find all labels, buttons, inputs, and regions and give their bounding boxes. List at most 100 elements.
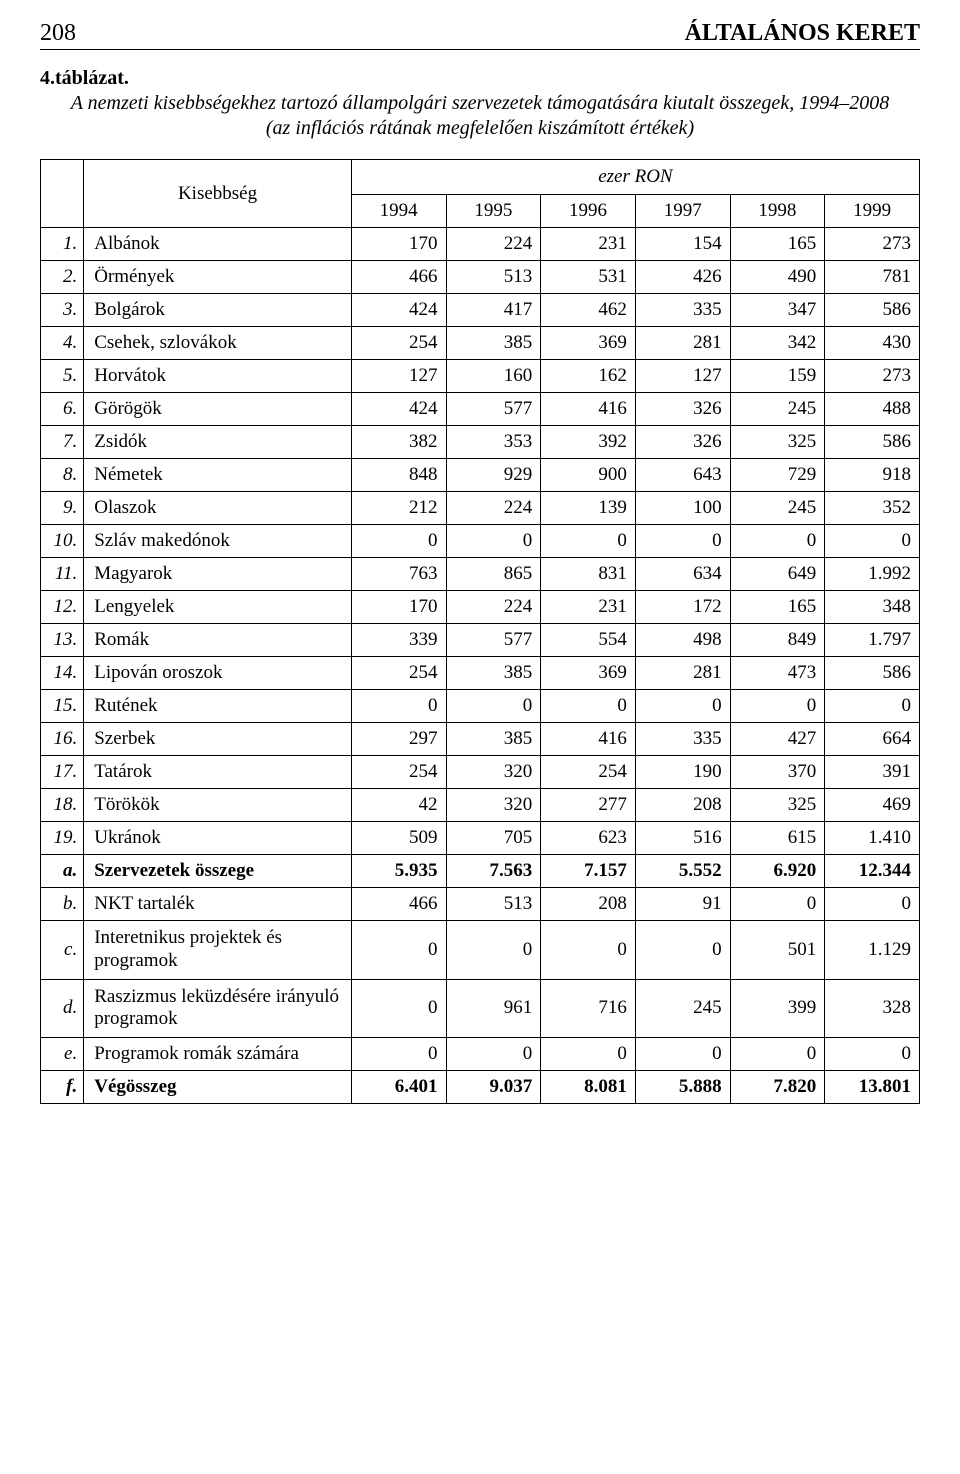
table-row: 19.Ukránok5097056235166151.410 xyxy=(41,822,920,855)
cell-value: 0 xyxy=(635,525,730,558)
row-index: 11. xyxy=(41,558,84,591)
cell-value: 7.157 xyxy=(541,855,636,888)
table-row: 9.Olaszok212224139100245352 xyxy=(41,492,920,525)
year-header-1998: 1998 xyxy=(730,195,825,228)
cell-value: 231 xyxy=(541,228,636,261)
cell-value: 513 xyxy=(446,261,541,294)
row-name: Törökök xyxy=(84,789,352,822)
cell-value: 0 xyxy=(635,690,730,723)
table-row: d.Raszizmus leküzdésére irányuló program… xyxy=(41,979,920,1038)
cell-value: 0 xyxy=(446,690,541,723)
row-index: 1. xyxy=(41,228,84,261)
cell-value: 416 xyxy=(541,723,636,756)
cell-value: 509 xyxy=(351,822,446,855)
cell-value: 424 xyxy=(351,294,446,327)
cell-value: 254 xyxy=(541,756,636,789)
row-index: e. xyxy=(41,1038,84,1071)
row-index: b. xyxy=(41,888,84,921)
cell-value: 0 xyxy=(351,525,446,558)
table-row: 13.Romák3395775544988491.797 xyxy=(41,624,920,657)
table-caption: A nemzeti kisebbségekhez tartozó állampo… xyxy=(70,91,890,141)
table-row: a.Szervezetek összege5.9357.5637.1575.55… xyxy=(41,855,920,888)
cell-value: 254 xyxy=(351,327,446,360)
cell-value: 245 xyxy=(635,979,730,1038)
cell-value: 577 xyxy=(446,393,541,426)
cell-value: 586 xyxy=(825,657,920,690)
table-row: 2.Örmények466513531426490781 xyxy=(41,261,920,294)
table-row: 10.Szláv makedónok000000 xyxy=(41,525,920,558)
cell-value: 0 xyxy=(635,1038,730,1071)
cell-value: 281 xyxy=(635,327,730,360)
row-index: 2. xyxy=(41,261,84,294)
cell-value: 0 xyxy=(446,525,541,558)
cell-value: 0 xyxy=(446,1038,541,1071)
cell-value: 127 xyxy=(635,360,730,393)
cell-value: 208 xyxy=(541,888,636,921)
cell-value: 320 xyxy=(446,789,541,822)
cell-value: 369 xyxy=(541,327,636,360)
table-label-row: 4.táblázat. xyxy=(40,66,920,91)
cell-value: 473 xyxy=(730,657,825,690)
cell-value: 224 xyxy=(446,228,541,261)
row-name: NKT tartalék xyxy=(84,888,352,921)
row-index: 9. xyxy=(41,492,84,525)
row-name: Szerbek xyxy=(84,723,352,756)
cell-value: 154 xyxy=(635,228,730,261)
cell-value: 8.081 xyxy=(541,1071,636,1104)
cell-value: 5.888 xyxy=(635,1071,730,1104)
row-name: Olaszok xyxy=(84,492,352,525)
row-name: Tatárok xyxy=(84,756,352,789)
cell-value: 0 xyxy=(351,921,446,980)
table-row: 14.Lipován oroszok254385369281473586 xyxy=(41,657,920,690)
row-index: 3. xyxy=(41,294,84,327)
row-name: Szervezetek összege xyxy=(84,855,352,888)
cell-value: 498 xyxy=(635,624,730,657)
cell-value: 0 xyxy=(351,690,446,723)
cell-value: 385 xyxy=(446,327,541,360)
cell-value: 586 xyxy=(825,294,920,327)
cell-value: 466 xyxy=(351,261,446,294)
cell-value: 348 xyxy=(825,591,920,624)
cell-value: 353 xyxy=(446,426,541,459)
cell-value: 391 xyxy=(825,756,920,789)
row-name: Bolgárok xyxy=(84,294,352,327)
table-row: 4.Csehek, szlovákok254385369281342430 xyxy=(41,327,920,360)
row-index: c. xyxy=(41,921,84,980)
table-row: 6.Görögök424577416326245488 xyxy=(41,393,920,426)
cell-value: 399 xyxy=(730,979,825,1038)
cell-value: 370 xyxy=(730,756,825,789)
cell-value: 297 xyxy=(351,723,446,756)
cell-value: 623 xyxy=(541,822,636,855)
cell-value: 369 xyxy=(541,657,636,690)
cell-value: 427 xyxy=(730,723,825,756)
cell-value: 900 xyxy=(541,459,636,492)
cell-value: 12.344 xyxy=(825,855,920,888)
cell-value: 273 xyxy=(825,360,920,393)
cell-value: 1.129 xyxy=(825,921,920,980)
cell-value: 273 xyxy=(825,228,920,261)
cell-value: 0 xyxy=(825,690,920,723)
row-name: Albánok xyxy=(84,228,352,261)
cell-value: 1.410 xyxy=(825,822,920,855)
row-name: Ukránok xyxy=(84,822,352,855)
table-label: 4.táblázat. xyxy=(40,67,129,89)
cell-value: 325 xyxy=(730,789,825,822)
cell-value: 224 xyxy=(446,591,541,624)
cell-value: 501 xyxy=(730,921,825,980)
cell-value: 127 xyxy=(351,360,446,393)
cell-value: 91 xyxy=(635,888,730,921)
header-blank xyxy=(41,160,84,228)
row-index: 18. xyxy=(41,789,84,822)
cell-value: 490 xyxy=(730,261,825,294)
cell-value: 586 xyxy=(825,426,920,459)
cell-value: 6.920 xyxy=(730,855,825,888)
row-header-label: Kisebbség xyxy=(84,160,352,228)
cell-value: 0 xyxy=(730,525,825,558)
cell-value: 1.992 xyxy=(825,558,920,591)
cell-value: 224 xyxy=(446,492,541,525)
row-index: a. xyxy=(41,855,84,888)
cell-value: 339 xyxy=(351,624,446,657)
row-name: Raszizmus leküzdésére irányuló programok xyxy=(84,979,352,1038)
table-row: 15.Rutének000000 xyxy=(41,690,920,723)
cell-value: 1.797 xyxy=(825,624,920,657)
